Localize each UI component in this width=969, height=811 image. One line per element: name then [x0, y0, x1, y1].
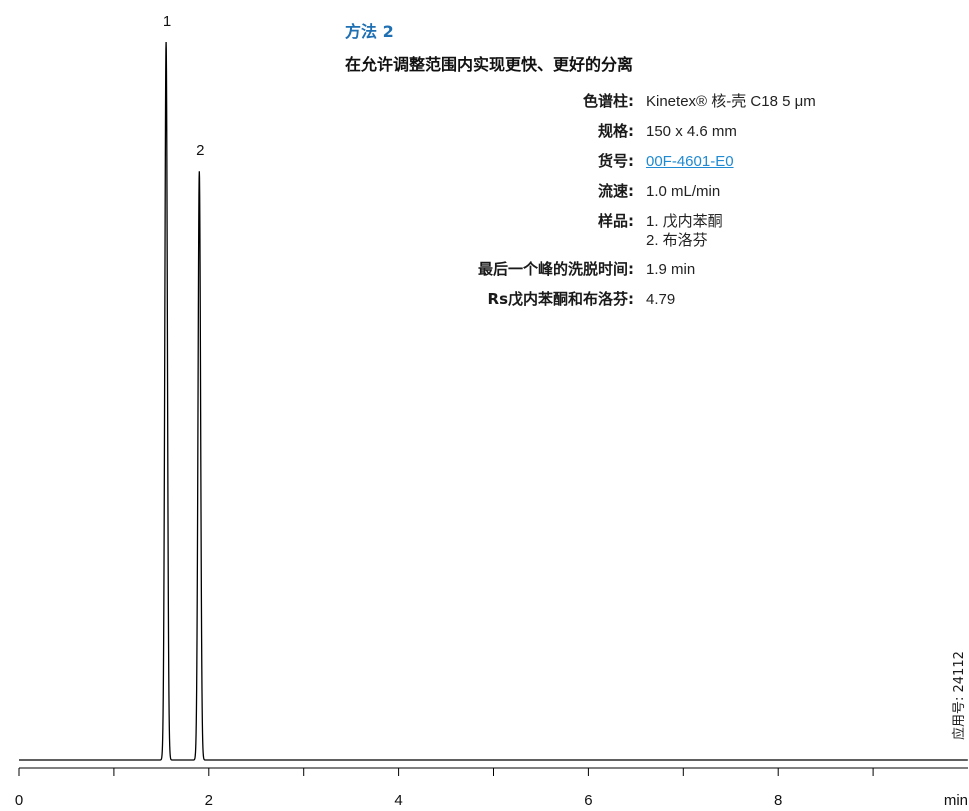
- x-tick-label: 4: [394, 792, 402, 809]
- spec-row: 货号: 00F-4601-E0: [440, 152, 880, 182]
- peak-label: 2: [196, 142, 204, 159]
- spec-row: 规格: 150 x 4.6 mm: [440, 122, 880, 152]
- spec-value: 1. 戊内苯酮 2. 布洛芬: [646, 212, 723, 250]
- spec-label: 最后一个峰的洗脱时间:: [478, 260, 634, 278]
- sample-item: 2. 布洛芬: [646, 232, 708, 249]
- peak-labels: 12: [163, 13, 205, 159]
- spec-value: 4.79: [646, 291, 676, 308]
- x-axis-unit-label: min: [944, 792, 968, 809]
- spec-label: 流速:: [598, 182, 634, 200]
- part-number-link[interactable]: 00F-4601-E0: [646, 153, 734, 170]
- chromatogram-trace: [19, 41, 968, 761]
- application-number: 应用号: 24112: [952, 651, 967, 740]
- spec-value: 150 x 4.6 mm: [646, 123, 737, 140]
- spec-row: 最后一个峰的洗脱时间: 1.9 min: [440, 260, 880, 290]
- spec-row: Rs戊内苯酮和布洛芬: 4.79: [440, 290, 880, 320]
- spec-row: 色谱柱: Kinetex® 核-壳 C18 5 μm: [440, 92, 880, 122]
- spec-value[interactable]: 00F-4601-E0: [646, 152, 734, 171]
- x-tick-label: 2: [205, 792, 213, 809]
- spec-row: 流速: 1.0 mL/min: [440, 182, 880, 212]
- spec-label: Rs戊内苯酮和布洛芬:: [487, 290, 634, 308]
- spec-value: 1.0 mL/min: [646, 183, 721, 200]
- x-axis-ticks: 0 2 4 6 8: [15, 768, 874, 809]
- sample-item: 1. 戊内苯酮: [646, 213, 723, 230]
- spec-label: 规格:: [598, 122, 634, 140]
- spec-value: Kinetex® 核-壳 C18 5 μm: [646, 93, 816, 110]
- spec-label: 色谱柱:: [583, 92, 634, 110]
- x-tick-label: 0: [15, 792, 23, 809]
- spec-label: 样品:: [598, 212, 634, 230]
- x-tick-label: 6: [584, 792, 592, 809]
- spec-label: 货号:: [598, 152, 634, 170]
- spec-row: 样品: 1. 戊内苯酮 2. 布洛芬: [440, 212, 880, 260]
- x-tick-label: 8: [774, 792, 782, 809]
- peak-label: 1: [163, 13, 171, 30]
- method-title: 方法 2: [345, 22, 394, 41]
- spec-value: 1.9 min: [646, 261, 696, 278]
- method-subtitle: 在允许调整范围内实现更快、更好的分离: [345, 55, 634, 74]
- spec-table: 色谱柱: Kinetex® 核-壳 C18 5 μm 规格: 150 x 4.6 mm…: [440, 92, 880, 320]
